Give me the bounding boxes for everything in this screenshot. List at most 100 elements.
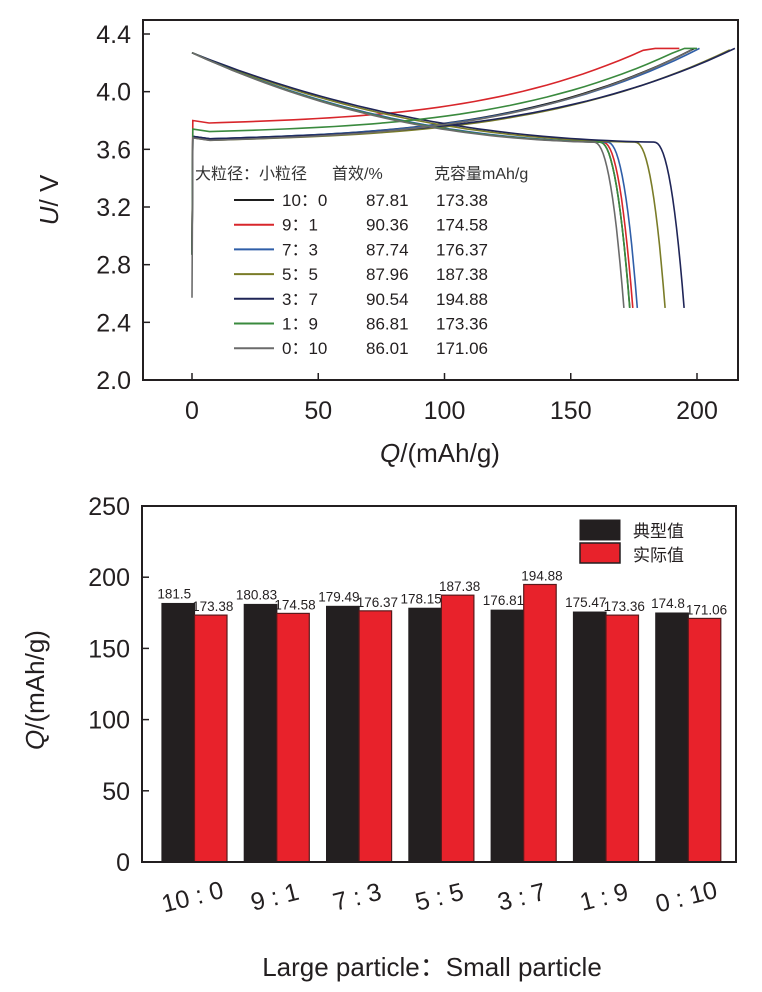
charge-curve [191,47,736,255]
charge-curve [191,47,697,255]
bar-label-typical: 181.5 [157,587,191,602]
bar-typical [490,609,525,863]
y-tick-label: 200 [88,564,130,592]
x-axis-ticks: 0 50 100 150 200 [185,373,718,425]
charge-curve [191,47,680,255]
y-axis-title: Q/(mAh/g) [20,630,50,750]
legend-row: 9：1 90.36 174.58 [234,216,488,235]
y-axis-ticks: 2.0 2.4 2.8 3.2 3.6 4.0 4.4 [96,21,150,395]
x-tick-label: 150 [550,397,592,425]
legend-row: 5：5 87.96 187.38 [234,265,488,284]
x-axis-labels: 10 : 0 9 : 1 7 : 3 5 : 5 3 : 7 1 : 9 0 : 10 [159,876,720,918]
category-label: 7 : 3 [330,878,384,917]
bar-typical [243,603,278,863]
bar-label-actual: 173.38 [192,599,233,614]
legend: 典型值 实际值 [579,519,684,565]
legend-efficiency: 86.01 [366,339,409,358]
legend-header-capacity: 克容量mAh/g [434,165,528,183]
y-tick-label: 3.6 [96,136,131,164]
bar-typical [572,611,607,863]
bar-label-typical: 175.47 [565,595,606,610]
legend-ratio: 0：10 [282,339,327,358]
y-tick-label: 50 [102,778,130,806]
bar-label-typical: 176.81 [483,593,524,608]
discharge-curve [191,51,685,308]
y-axis-title-rest: /(mAh/g) [20,630,50,730]
bar-typical [655,612,689,863]
category-label: 10 : 0 [159,876,226,918]
category-label: 3 : 7 [495,878,549,917]
category-label: 9 : 1 [248,878,302,917]
x-axis-title: Large particle：Small particle [262,952,602,982]
legend-ratio: 10：0 [282,191,327,210]
y-tick-label: 100 [88,707,130,735]
legend-row: 3：7 90.54 194.88 [234,290,488,309]
y-axis-title-u: U [34,206,64,225]
voltage-capacity-chart: 2.0 2.4 2.8 3.2 3.6 4.0 4.4 0 50 100 150 200 Q/(mA… [34,19,739,468]
legend-capacity: 171.06 [436,339,488,358]
legend-capacity: 187.38 [436,265,488,284]
bar-label-typical: 174.8 [651,596,685,611]
bar-label-typical: 178.15 [401,591,442,606]
bar-actual [276,612,310,863]
bar-actual [193,614,228,863]
legend-capacity: 173.38 [436,191,488,210]
legend-efficiency: 87.81 [366,191,409,210]
legend-capacity: 176.37 [436,240,488,259]
bar-label-actual: 171.06 [686,602,727,617]
legend-capacity: 174.58 [436,216,488,235]
legend-swatch-typical [579,519,621,541]
x-tick-label: 100 [424,397,466,425]
x-axis-title-q: Q [380,438,400,468]
plot-frame [142,19,739,381]
legend-header-efficiency: 首效/% [332,165,383,183]
discharge-curve [191,51,625,308]
legend-header-ratio: 大粒径：小粒径 [195,165,307,183]
y-axis-title-q: Q [20,730,50,750]
legend-capacity: 173.36 [436,315,488,334]
y-tick-label: 250 [88,493,130,521]
legend-ratio: 3：7 [282,290,318,309]
bar-actual [605,614,640,863]
category-label: 0 : 10 [653,876,720,918]
bar-label-actual: 187.38 [439,579,480,594]
charge-curve [191,49,693,298]
y-tick-label: 0 [116,849,130,877]
bar-label-actual: 176.37 [357,595,398,610]
legend-ratio: 1：9 [282,315,318,334]
legend-ratio: 5：5 [282,265,318,284]
x-axis-title-rest: /(mAh/g) [400,438,500,468]
y-axis-ticks: 0 50 100 150 200 250 [88,493,149,877]
discharge-curve [191,51,666,308]
curves [191,47,736,308]
y-axis-title: U/ V [34,174,64,225]
plot-frame [141,505,737,863]
legend-ratio: 9：1 [282,216,318,235]
legend-row: 7：3 87.74 176.37 [234,240,488,259]
legend-efficiency: 86.81 [366,315,409,334]
y-tick-label: 2.4 [96,309,131,337]
bar-actual [440,594,475,863]
bar-label-actual: 173.36 [604,599,645,614]
y-axis-title-rest: / V [34,174,64,206]
bar-typical [326,605,360,863]
y-tick-label: 4.0 [96,79,131,107]
legend-swatch-actual [579,542,621,564]
legend-row: 1：9 86.81 173.36 [234,315,488,334]
x-tick-label: 50 [304,397,332,425]
x-axis-title: Q/(mAh/g) [380,438,500,468]
bar-actual [358,610,393,863]
bar-actual [523,583,557,863]
bar-group: 174.8 171.06 [651,596,727,863]
legend-row: 0：10 86.01 171.06 [234,339,488,358]
legend-label-actual: 实际值 [633,546,684,565]
bar-actual [687,617,722,863]
category-label: 5 : 5 [412,878,466,917]
